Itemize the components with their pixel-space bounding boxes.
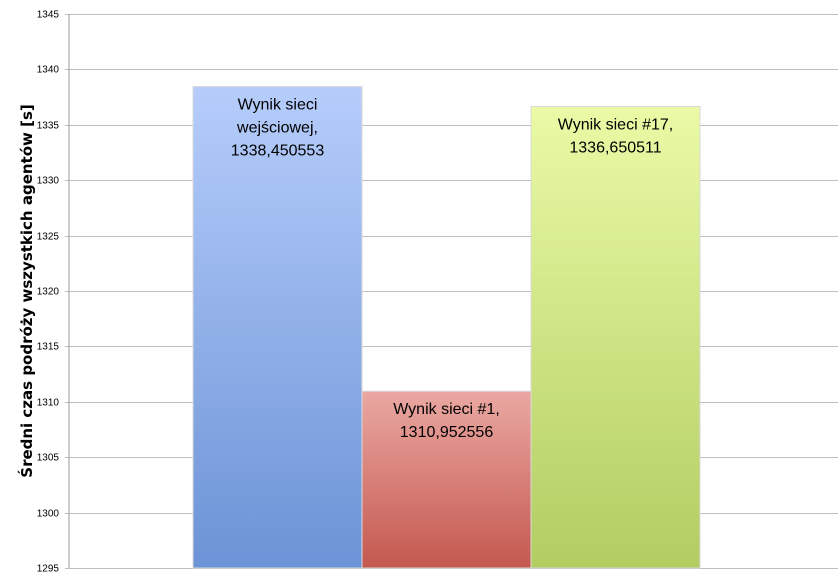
y-tick-label: 1295 — [37, 564, 60, 575]
y-tick-label: 1325 — [37, 232, 60, 243]
y-tick-label: 1335 — [37, 121, 60, 132]
y-tick-label: 1345 — [37, 10, 60, 21]
bar — [192, 86, 363, 569]
bar — [530, 106, 701, 569]
y-tick-label: 1315 — [37, 342, 60, 353]
y-axis-label: Średni czas podróży wszystkich agentów [… — [17, 104, 36, 477]
bar-labels: Wynik sieci wejściowej, 1338,450553 Wynik s… — [231, 97, 673, 442]
y-tick-label: 1310 — [37, 398, 60, 409]
bar-data-label: Wynik sieci #1, 1310,952556 — [393, 401, 500, 441]
y-tick-label: 1320 — [37, 287, 60, 298]
y-tick-label: 1305 — [37, 453, 60, 464]
y-axis-tick-labels: 1295 1300 1305 1310 1315 1320 1325 1330 1335 1340… — [37, 10, 60, 575]
y-tick-label: 1340 — [37, 65, 60, 76]
bar-data-label: Wynik sieci wejściowej, 1338,450553 — [231, 97, 325, 160]
bar-data-label: Wynik sieci #17, 1336,650511 — [558, 117, 673, 157]
bar — [361, 390, 532, 569]
bars — [192, 86, 701, 569]
y-tick-label: 1300 — [37, 509, 60, 520]
y-tick-label: 1330 — [37, 176, 60, 187]
